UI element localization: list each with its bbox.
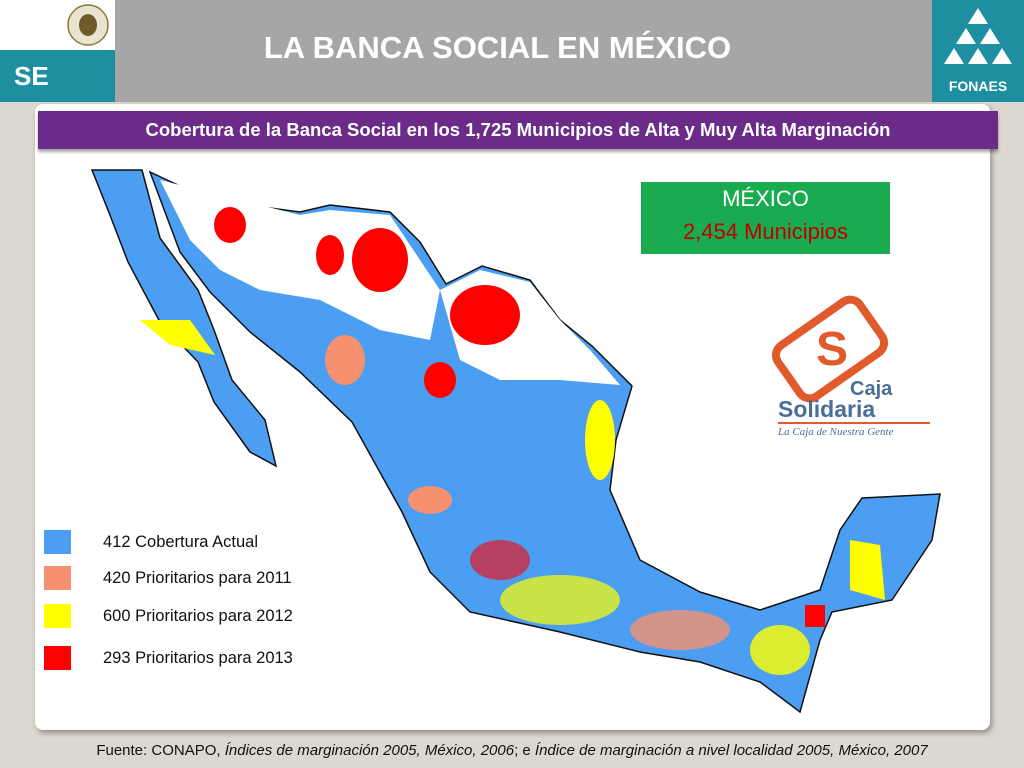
map-regions bbox=[140, 180, 885, 675]
slide-title: LA BANCA SOCIAL EN MÉXICO bbox=[263, 30, 732, 65]
legend-swatch bbox=[44, 530, 71, 554]
caja-line1: Caja bbox=[850, 378, 893, 400]
source-segment: Fuente: CONAPO, bbox=[96, 742, 225, 759]
fonaes-triangles bbox=[944, 8, 1012, 64]
region-yellow bbox=[140, 320, 215, 355]
country-box: MÉXICO 2,454 Municipios bbox=[641, 182, 890, 254]
caja-line2: Solidaria bbox=[778, 396, 876, 422]
region-yellow bbox=[500, 575, 620, 625]
region-red bbox=[316, 235, 344, 275]
legend-swatch bbox=[44, 646, 71, 670]
country-name: MÉXICO bbox=[722, 186, 809, 211]
legend-label: 600 Prioritarios para 2012 bbox=[103, 607, 293, 625]
fonaes-logo bbox=[932, 0, 1024, 102]
region-salmon bbox=[408, 486, 452, 514]
baja-peninsula bbox=[90, 169, 278, 468]
region-red bbox=[424, 362, 456, 398]
region-yellow bbox=[850, 540, 885, 600]
country-count: 2,454 Municipios bbox=[682, 219, 849, 244]
source-segment: Índice de marginación a nivel localidad … bbox=[534, 742, 928, 759]
region-red bbox=[470, 540, 530, 580]
region-salmon bbox=[630, 610, 730, 650]
caja-emblem bbox=[771, 295, 889, 403]
caja-logo: S bbox=[771, 295, 930, 424]
source-segment: ; e bbox=[514, 742, 535, 759]
source-segment: Índices de marginación 2005, México, 200… bbox=[224, 742, 515, 759]
region-yellow bbox=[585, 400, 615, 480]
se-logo: SE bbox=[0, 50, 115, 102]
region-salmon bbox=[325, 335, 365, 385]
caja-s: S bbox=[816, 323, 848, 376]
subtitle: Cobertura de la Banca Social en los 1,72… bbox=[38, 111, 998, 149]
header-bar bbox=[0, 0, 1024, 102]
region-yellow bbox=[750, 625, 810, 675]
seal-eagle bbox=[79, 14, 97, 36]
region-red bbox=[805, 605, 825, 627]
region-red bbox=[214, 207, 246, 243]
fonaes-text: FONAES bbox=[948, 78, 1008, 94]
caja-tagline: La Caja de Nuestra Gente bbox=[778, 426, 894, 438]
legend-label: 293 Prioritarios para 2013 bbox=[103, 649, 293, 667]
region-red bbox=[450, 285, 520, 345]
legend-label: 420 Prioritarios para 2011 bbox=[103, 569, 292, 587]
triangles bbox=[944, 8, 1012, 64]
legend-swatch bbox=[44, 604, 71, 628]
source-note: Fuente: CONAPO, Índices de marginación 2… bbox=[0, 742, 1024, 759]
legend-swatch bbox=[44, 566, 71, 590]
legend-label: 412 Cobertura Actual bbox=[103, 533, 259, 551]
seal bbox=[67, 4, 109, 46]
seal-area bbox=[0, 0, 115, 50]
region-red bbox=[352, 228, 408, 292]
